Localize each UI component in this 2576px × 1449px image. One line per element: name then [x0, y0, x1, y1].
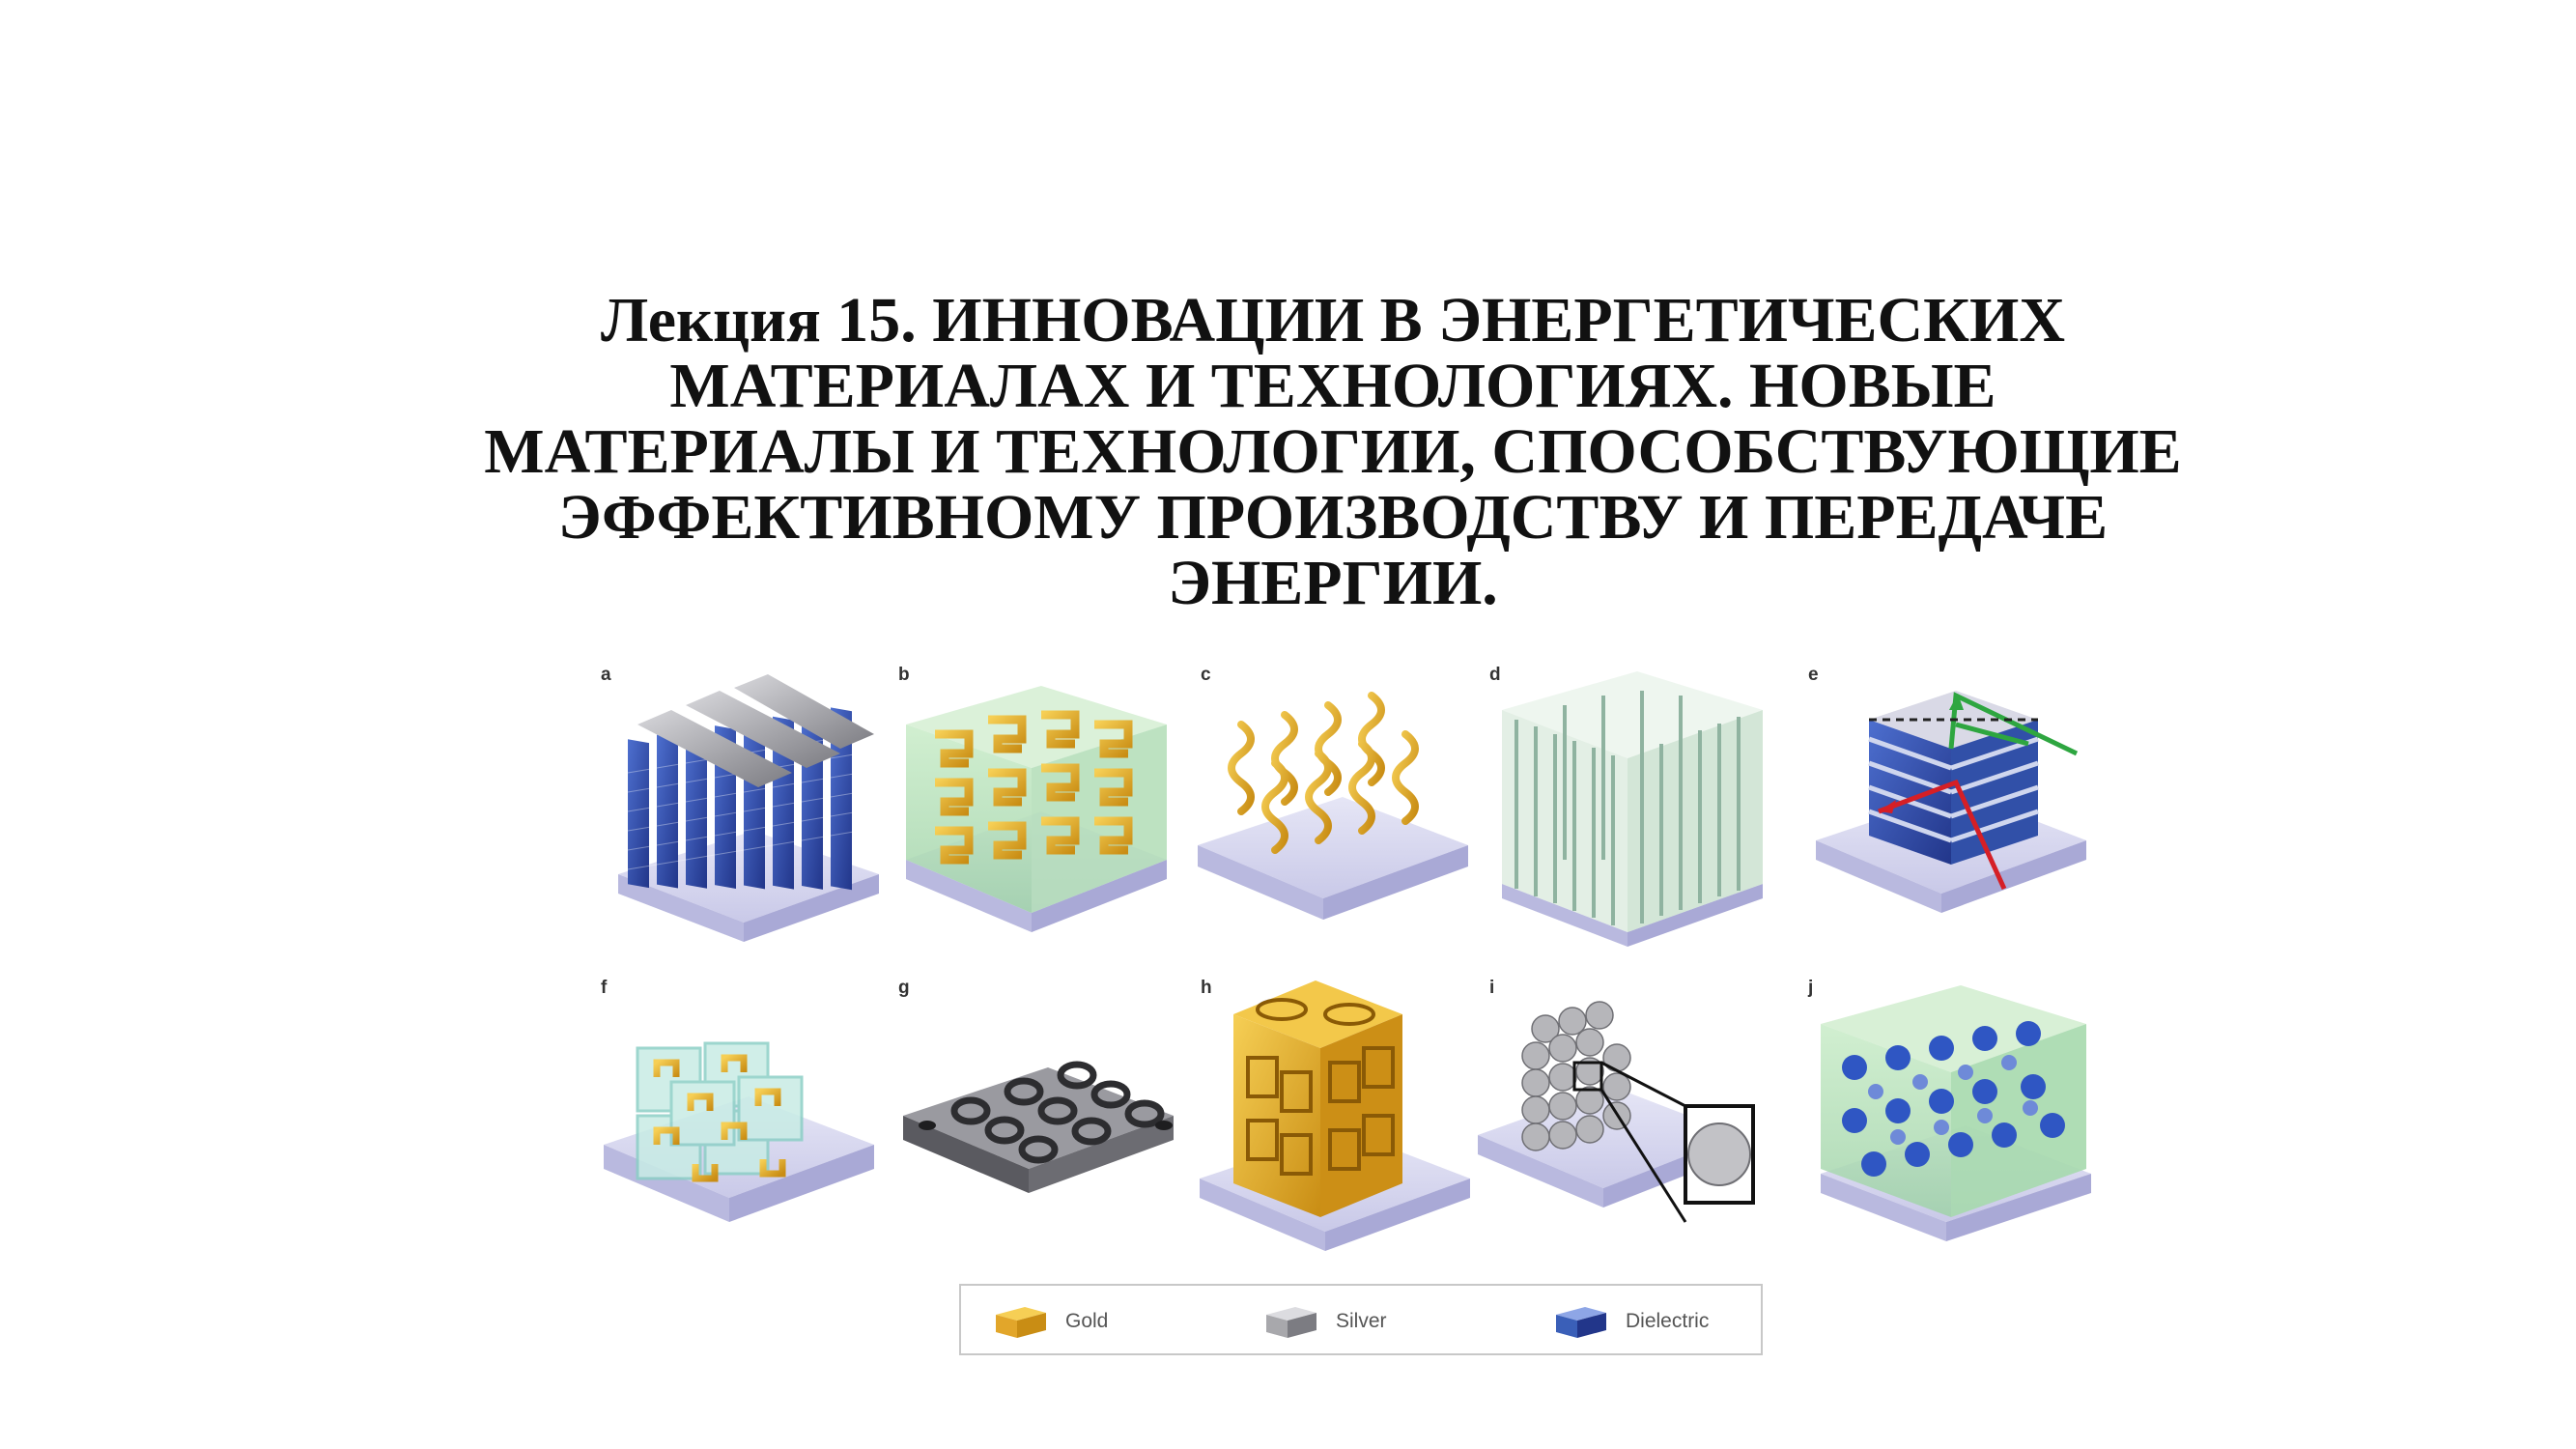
nanosphere-cluster-icon	[1478, 1000, 1758, 1280]
panel-label-j: j	[1808, 978, 1814, 998]
panel-label-b: b	[898, 665, 910, 685]
title-line-4: ЭФФЕКТИВНОМУ ПРОИЗВОДСТВУ И ПЕРЕДАЧЕ	[557, 482, 2109, 553]
panel-label-d: d	[1489, 665, 1501, 685]
panel-label-e: e	[1808, 665, 1819, 685]
panel-label-i: i	[1489, 978, 1495, 998]
title-line-3: МАТЕРИАЛЫ И ТЕХНОЛОГИИ, СПОСОБСТВУЮЩИЕ	[484, 416, 2182, 487]
silver-swatch-icon	[1266, 1307, 1316, 1338]
split-ring-layer-icon	[896, 667, 1176, 947]
gold-swatch-icon	[996, 1307, 1046, 1338]
ring-holes-film-icon	[898, 990, 1178, 1270]
panel-label-a: a	[601, 665, 611, 685]
title-line-2: МАТЕРИАЛАХ И ТЕХНОЛОГИЯХ. НОВЫЕ	[669, 351, 1996, 421]
panel-label-g: g	[898, 978, 910, 998]
figure-legend: Gold Silver Dielectric	[959, 1284, 1763, 1355]
dielectric-spheres-icon	[1816, 980, 2096, 1261]
legend-item-silver: Silver	[1260, 1301, 1387, 1342]
gold-cube-metamaterial-icon	[1195, 976, 1475, 1256]
title-line-5: ЭНЕРГИИ.	[1168, 548, 1498, 618]
legend-item-gold: Gold	[990, 1301, 1108, 1342]
legend-label-dielectric: Dielectric	[1626, 1310, 1710, 1332]
slide-title: Лекция 15. ИННОВАЦИИ В ЭНЕРГЕТИЧЕСКИХ МА…	[290, 288, 2376, 616]
helix-array-icon	[1193, 667, 1473, 947]
panel-label-c: c	[1201, 665, 1211, 685]
legend-label-silver: Silver	[1336, 1310, 1387, 1332]
srr-cubes-icon	[599, 990, 879, 1270]
fishnet-stack-icon	[599, 667, 879, 947]
hyperbolic-multilayer-icon	[1811, 667, 2091, 947]
dielectric-swatch-icon	[1556, 1307, 1606, 1338]
legend-label-gold: Gold	[1065, 1310, 1109, 1332]
legend-item-dielectric: Dielectric	[1550, 1301, 1709, 1342]
panel-label-h: h	[1201, 978, 1212, 998]
panel-label-f: f	[601, 978, 608, 998]
title-line-1: Лекция 15. ИННОВАЦИИ В ЭНЕРГЕТИЧЕСКИХ	[600, 285, 2065, 355]
nanowire-array-icon	[1487, 667, 1768, 947]
